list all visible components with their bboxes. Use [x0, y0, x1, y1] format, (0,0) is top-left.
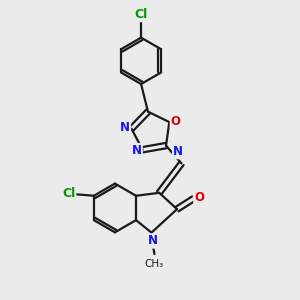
Text: O: O	[171, 115, 181, 128]
Text: N: N	[173, 145, 183, 158]
Text: Cl: Cl	[62, 187, 75, 200]
Text: N: N	[120, 122, 130, 134]
Text: N: N	[132, 144, 142, 157]
Text: CH₃: CH₃	[145, 260, 164, 269]
Text: Cl: Cl	[134, 8, 148, 21]
Text: N: N	[148, 235, 158, 248]
Text: O: O	[194, 191, 204, 204]
